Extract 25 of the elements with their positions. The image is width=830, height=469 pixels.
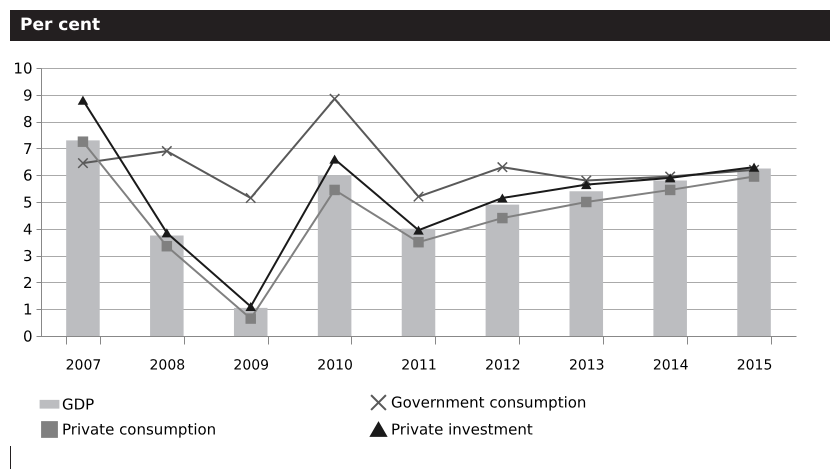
x-tick-label: 2008 xyxy=(150,358,186,374)
y-tick-label: 0 xyxy=(22,328,32,346)
y-tick-label: 6 xyxy=(22,166,32,185)
x-tick-label: 2011 xyxy=(401,358,437,374)
x-tick-label: 2010 xyxy=(317,358,353,374)
x-tick-label: 2012 xyxy=(485,358,521,374)
chart-title: Per cent xyxy=(10,10,830,41)
y-tick-label: 8 xyxy=(22,113,32,132)
y-tick-label: 2 xyxy=(22,274,32,292)
legend-label: Government consumption xyxy=(391,394,586,412)
y-tick-label: 9 xyxy=(22,86,32,104)
y-tick-label: 4 xyxy=(22,220,32,238)
y-tick-label: 5 xyxy=(22,194,32,212)
x-tick-label: 2014 xyxy=(652,358,689,374)
y-tick-label: 7 xyxy=(22,140,32,158)
legend-label: GDP xyxy=(62,395,94,414)
legend-label: Private consumption xyxy=(62,420,216,438)
x-tick-label: 2009 xyxy=(233,358,270,374)
y-tick-label: 1 xyxy=(22,300,32,319)
x-tick-label: 2015 xyxy=(736,358,772,374)
x-tick-label: 2013 xyxy=(568,358,605,374)
legend-label: Private investment xyxy=(391,420,533,438)
y-tick-label: 10 xyxy=(13,60,32,78)
y-tick-label: 3 xyxy=(22,247,32,266)
x-tick-label: 2007 xyxy=(66,358,102,374)
